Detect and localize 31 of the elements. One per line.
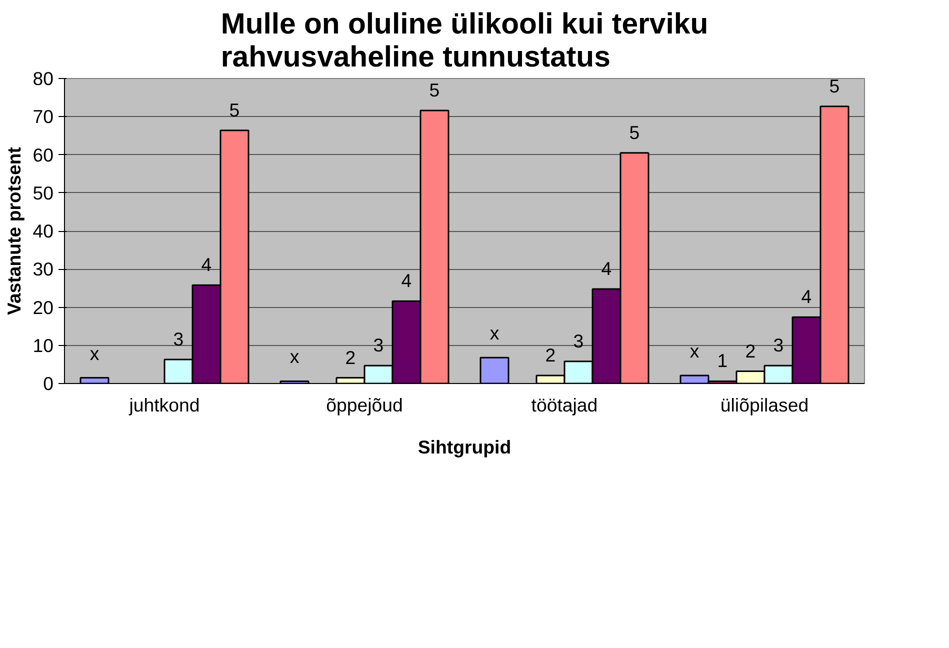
series-label: 2 [345, 346, 356, 368]
series-label: 1 [717, 350, 728, 372]
text: 2 [545, 344, 556, 366]
text: 5 [629, 122, 640, 143]
y-tick-label: 50 [32, 182, 54, 204]
text: x [690, 340, 700, 362]
y-tick-label: 10 [32, 334, 54, 356]
text: x [490, 322, 500, 344]
y-tick-label: 80 [32, 68, 54, 89]
text: 4 [801, 286, 812, 308]
text: 5 [829, 75, 840, 96]
text: x [290, 346, 300, 368]
x-tick-label: töötajad [531, 394, 598, 416]
y-tick-label: 70 [32, 106, 54, 128]
x-tick-label: juhtkond [128, 394, 200, 416]
y-tick-label: 60 [32, 144, 54, 166]
y-tick-label: 0 [43, 373, 54, 394]
x-axis-title: Sihtgrupid [418, 436, 512, 458]
chart-title: Mulle on oluline ülikooli kui terviku rahvusvaheline tunnustatus [220, 8, 708, 74]
text: 2 [745, 340, 756, 362]
text: 5 [429, 80, 440, 101]
y-tick-label: 30 [32, 258, 54, 280]
y-tick-label: 20 [32, 296, 54, 318]
text: 4 [401, 270, 412, 292]
x-tick-label: õppejõud [326, 394, 403, 416]
series-label: 5 [229, 99, 240, 120]
y-tick-label: 40 [32, 220, 54, 242]
series-label: x [90, 342, 100, 364]
x-tick-label: üliõpilased [720, 394, 809, 416]
series-label: 3 [173, 328, 184, 350]
y-axis-title: Vastanute protsent [4, 147, 25, 315]
